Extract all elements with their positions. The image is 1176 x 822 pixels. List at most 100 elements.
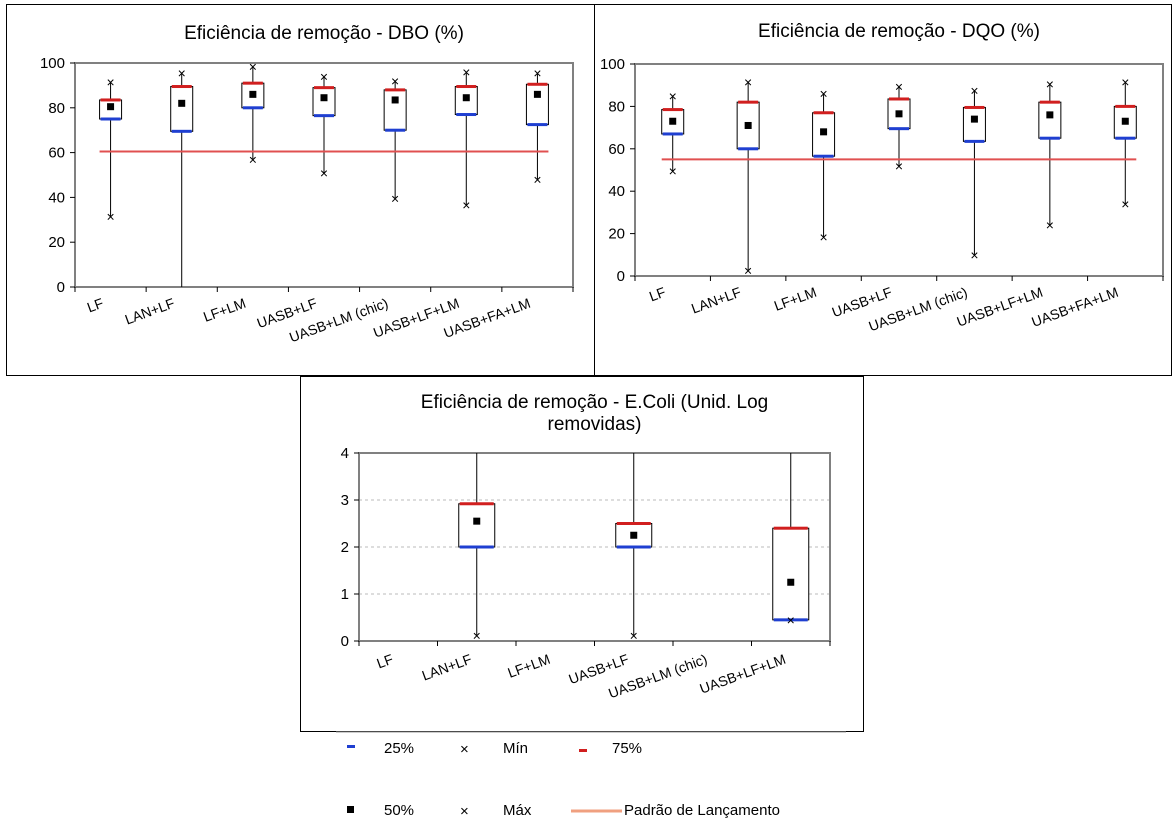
chart2-p25-marker	[616, 545, 651, 549]
chart0-category-label: LAN+LF	[123, 295, 177, 328]
chart1-p75-marker	[662, 108, 683, 112]
chart1-median-marker	[1121, 117, 1129, 125]
chart0-box	[383, 89, 407, 131]
chart0-ytick-label: 100	[40, 55, 65, 72]
chart1-category-label: LF+LM	[772, 284, 819, 314]
legend-p25-marker	[347, 745, 355, 748]
chart2-p25-marker	[773, 618, 808, 622]
chart2-min-marker: ×	[473, 627, 481, 643]
chart0-max-marker: ×	[249, 58, 257, 74]
chart0-plot-frame	[74, 62, 574, 288]
chart1-median-marker	[1046, 111, 1054, 119]
chart2-ytick-label: 3	[341, 492, 349, 509]
chart0-min-marker: ×	[391, 191, 399, 207]
chart0-p25-marker	[385, 128, 406, 132]
chart-panel-ecoli: Eficiência de remoção - E.Coli (Unid. Lo…	[300, 376, 864, 732]
chart1-p75-marker	[1115, 104, 1136, 108]
chart1-p75-marker	[738, 100, 759, 104]
legend-min-marker: ×	[460, 741, 469, 758]
chart2-p25-marker	[459, 545, 494, 549]
chart0-min-marker: ×	[106, 208, 114, 224]
chart2-box	[458, 503, 496, 548]
chart1-max-marker: ×	[1121, 74, 1129, 90]
chart0-title: Eficiência de remoção - DBO (%)	[184, 23, 464, 44]
chart0-ytick-label: 40	[48, 189, 65, 206]
chart1-p75-marker	[813, 111, 834, 115]
chart1-plot-frame	[634, 63, 1164, 277]
chart0-box	[170, 86, 194, 132]
chart0-p25-marker	[456, 113, 477, 117]
chart1-p25-marker	[738, 147, 759, 151]
chart1-p25-marker	[662, 132, 683, 136]
chart2-title: Eficiência de remoção - E.Coli (Unid. Lo…	[421, 392, 768, 413]
chart0-ytick-label: 60	[48, 145, 65, 162]
chart2-category-label: LAN+LF	[420, 651, 474, 684]
chart2-p75-marker	[773, 526, 808, 530]
chart0-min-marker: ×	[320, 165, 328, 181]
chart0-p75-marker	[171, 85, 192, 89]
chart1-median-marker	[820, 128, 828, 136]
chart0-p25-marker	[171, 129, 192, 133]
chart1-box	[962, 106, 986, 142]
chart2-median-marker	[473, 517, 481, 525]
chart0-median-marker	[178, 99, 186, 107]
chart2-ytick-label: 1	[341, 586, 349, 603]
chart1-max-marker: ×	[669, 88, 677, 104]
chart-dbo: Eficiência de remoção - DBO (%) 0 20 40 60 80…	[40, 23, 574, 345]
chart1-min-marker: ×	[744, 263, 752, 279]
chart0-median-marker	[391, 96, 399, 104]
chart0-p75-marker	[242, 81, 263, 85]
chart1-p25-marker	[889, 127, 909, 131]
chart0-p75-marker	[456, 85, 477, 89]
chart0-p75-marker	[385, 88, 406, 92]
chart1-max-marker: ×	[819, 86, 827, 102]
chart2-min-marker: ×	[787, 612, 795, 628]
chart1-p25-marker	[1115, 136, 1136, 140]
chart1-median-marker	[895, 110, 903, 118]
chart1-max-marker: ×	[895, 78, 903, 94]
chart2-p75-marker	[616, 522, 651, 525]
chart1-p25-marker	[964, 139, 985, 143]
chart1-title: Eficiência de remoção - DQO (%)	[758, 21, 1040, 42]
legend-median-label: 50%	[384, 802, 414, 819]
chart0-box	[525, 83, 549, 126]
chart2-p75-marker	[459, 502, 494, 506]
chart1-max-marker: ×	[744, 74, 752, 90]
chart0-p75-marker	[527, 82, 548, 86]
chart2-ytick-label: 4	[341, 445, 349, 462]
chart0-ytick-label: 0	[57, 279, 65, 296]
chart1-p25-marker	[1039, 136, 1060, 140]
chart1-p75-marker	[889, 97, 909, 101]
chart1-category-label: UASB+FA+LM	[1029, 284, 1120, 330]
chart0-box	[312, 87, 336, 117]
chart1-category-label: LAN+LF	[689, 284, 743, 317]
chart0-p25-marker	[527, 123, 548, 127]
chart1-ytick-label: 100	[600, 56, 625, 73]
chart2-category-label: LF+LM	[505, 651, 552, 681]
legend-median-marker	[347, 806, 354, 813]
chart1-ytick-label: 80	[608, 98, 625, 115]
chart1-ytick-label: 60	[608, 141, 625, 158]
legend-standard-label: Padrão de Lançamento	[624, 802, 780, 819]
chart2-median-marker	[630, 531, 638, 539]
legend-min-label: Mín	[503, 740, 528, 757]
chart1-min-marker: ×	[895, 158, 903, 174]
chart0-max-marker: ×	[178, 65, 186, 81]
chart0-p25-marker	[100, 117, 121, 121]
chart0-category-label: LF+LM	[201, 295, 248, 325]
chart2-title: removidas)	[548, 414, 642, 435]
chart2-box	[772, 527, 810, 621]
legend-max-label: Máx	[503, 802, 532, 819]
chart-dqo: Eficiência de remoção - DQO (%) 0 20 40 60 80…	[600, 21, 1164, 334]
chart1-p75-marker	[964, 105, 985, 109]
chart0-median-marker	[320, 94, 328, 102]
chart1-min-marker: ×	[669, 163, 677, 179]
chart1-box	[1038, 101, 1062, 139]
chart1-median-marker	[744, 121, 752, 129]
chart0-p75-marker	[100, 98, 121, 102]
chart2-ytick-label: 0	[341, 633, 349, 650]
chart0-p25-marker	[314, 114, 334, 118]
chart0-ytick-label: 80	[48, 100, 65, 117]
chart2-category-label: UASB+LF+LM	[697, 651, 787, 697]
legend-p25-label: 25%	[384, 740, 414, 757]
